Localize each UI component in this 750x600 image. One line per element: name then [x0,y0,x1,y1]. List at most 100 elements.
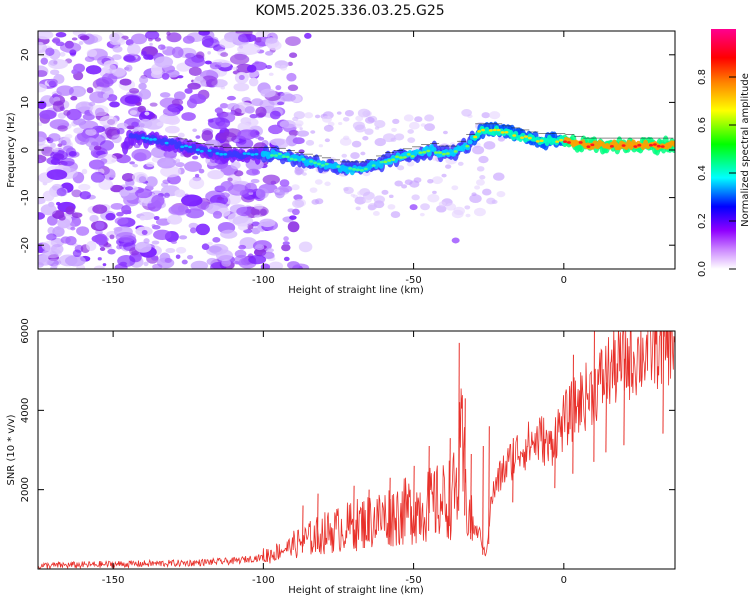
spectrogram-blob [298,149,305,154]
spectrogram-blob [295,168,305,175]
spectrogram-blob [90,171,105,183]
spectrogram-ridge-core [418,151,423,154]
spectrogram-blob [374,137,386,147]
spectrogram-blob [304,112,314,119]
spectrogram-blob [151,194,165,207]
spectrogram-blob [250,178,260,184]
spectrogram-blob [38,42,48,54]
spectrogram-ridge-core [348,167,353,170]
spectrogram-blob [279,64,288,71]
spectrogram-blob [201,130,214,142]
spectrogram-blob [40,57,48,65]
spectrogram-blob [93,145,102,151]
spectrogram-blob [367,203,378,210]
spectrogram-ridge-core [391,158,396,161]
spectrogram-blob [212,237,221,243]
snr-spike [605,382,607,453]
spectrogram-blob [56,85,74,96]
spectrogram-blob [175,162,185,168]
spectrogram-blob [279,179,290,187]
spectrogram-blob [373,195,386,204]
spectrogram-ridge-core [633,145,638,148]
spectrogram-blob [192,128,198,132]
spectrogram-ridge-core [496,128,501,132]
spectrogram-blob [231,66,238,71]
spectrogram-blob [238,33,252,43]
spectrogram-blob [195,135,201,139]
spectrogram-ridge-core [504,130,509,134]
spectrogram-blob [88,159,105,170]
spectrogram-blob [207,241,213,246]
spectrogram-blob [374,119,386,128]
spectrogram-blob [441,173,447,178]
spectrogram-blob [254,214,261,218]
spectrogram-ridge-core [320,164,325,167]
spectrogram-ridge-core [254,152,259,156]
spectrogram-blob [131,148,152,161]
spectrogram-ylabel: Frequency (Hz) [6,112,17,188]
spectrogram-blob [93,265,105,269]
spectrogram-ridge-core [359,168,364,172]
colorbar-tick-label: 0.0 [697,261,708,277]
spectrogram-blob [38,197,46,205]
spectrogram-blob [145,176,158,188]
spectrogram-ridge-core [281,155,286,158]
spectrogram-blob [104,126,120,137]
spectrogram-blob [95,221,105,230]
spectrogram-blob [291,184,300,191]
spectrogram-ridge-core [387,159,392,162]
spectrogram-blob [171,98,184,106]
spectrogram-blob [129,110,138,116]
spectrogram-blob [166,32,182,43]
spectrogram-blob [381,189,389,195]
spectrogram-blob [38,31,54,40]
spectrogram-ridge-core [410,154,415,158]
spectrogram-blob [121,172,136,182]
spectrogram-blob [137,105,146,113]
spectrogram-ridge-core [219,153,224,156]
spectrogram-blob [144,111,150,116]
spectrogram-blob [162,106,180,117]
spectrogram-blob [109,234,115,240]
spectrogram-blob [50,69,60,76]
spectrogram-blob [46,233,57,241]
spectrogram-blob [189,227,197,234]
spectrogram-ridge-core [398,156,403,159]
spectrogram-blob [181,194,203,207]
spectrogram-blob [419,212,425,217]
spectrogram-ridge-core [145,137,150,140]
spectrogram-blob [362,135,369,141]
spectrogram-blob [139,118,153,129]
snr-spike [449,438,451,527]
spectrogram-blob [336,111,342,115]
spectrogram-blob [109,174,116,179]
spectrogram-xtick-label: -100 [252,275,275,286]
spectrogram-blob [318,144,324,148]
spectrogram-blob [431,176,443,185]
spectrogram-blob [147,38,153,42]
spectrogram-ridge-core [270,154,275,157]
spectrogram-blob [457,161,464,166]
spectrogram-blob [60,157,75,167]
colorbar: 0.0 0.2 0.4 0.6 0.8 Normalized spectral ampl… [697,29,750,277]
spectrogram-blob [461,108,472,117]
spectrogram-ridge-core [363,167,368,171]
spectrogram-ytick-label: 20 [20,48,31,61]
spectrogram-blob [476,166,485,172]
spectrogram-blob [216,61,223,66]
spectrogram-blob [294,120,304,127]
spectrogram-blob [185,53,191,59]
spectrogram-blob [95,76,114,88]
spectrogram-blob [282,241,290,246]
spectrogram-blob [478,155,489,164]
spectrogram-blob [88,101,96,107]
spectrogram-blob [254,244,265,251]
spectrogram-ridge-core [535,140,540,143]
spectrogram-blob [249,113,258,119]
spectrogram-blob [103,63,117,74]
spectrogram-blob [283,236,289,242]
spectrogram-ridge-core [422,150,427,154]
spectrogram-blob [314,114,321,119]
spectrogram-ridge-core [520,136,525,139]
spectrogram-blob [185,208,192,214]
